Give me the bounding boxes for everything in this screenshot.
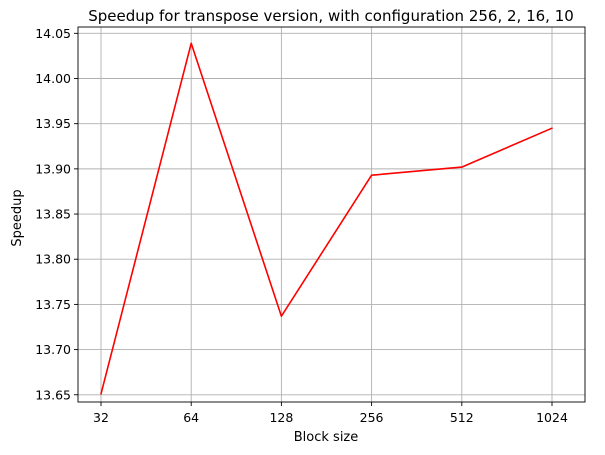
data-point [100,393,102,395]
x-tick-label: 256 [360,410,384,425]
data-point [551,127,553,129]
y-tick-label: 13.85 [35,207,71,222]
y-tick-label: 13.75 [35,297,71,312]
data-point [281,315,283,317]
axis-ticks: 32 64 128 256 512 1024 13.65 13.70 13.75 13.80 13.… [35,26,568,425]
x-tick-label: 64 [183,410,199,425]
x-tick-label: 1024 [536,410,568,425]
y-tick-label: 13.95 [35,116,71,131]
x-tick-label: 32 [93,410,109,425]
y-tick-label: 14.00 [35,71,71,86]
plot-area-frame [77,26,586,403]
chart-title: Speedup for transpose version, with conf… [88,7,574,25]
x-axis-label: Block size [294,430,359,445]
data-point [461,166,463,168]
y-tick-label: 14.05 [35,26,71,41]
x-tick-label: 128 [269,410,293,425]
y-tick-label: 13.70 [35,342,71,357]
y-axis-label: Speedup [10,189,25,246]
y-tick-label: 13.65 [35,387,71,402]
grid-lines [78,27,585,402]
series-line [100,42,553,395]
x-tick-label: 512 [450,410,474,425]
data-point [371,174,373,176]
data-point [190,42,192,44]
y-tick-label: 13.90 [35,161,71,176]
series-layer [100,42,553,395]
y-tick-label: 13.80 [35,252,71,267]
